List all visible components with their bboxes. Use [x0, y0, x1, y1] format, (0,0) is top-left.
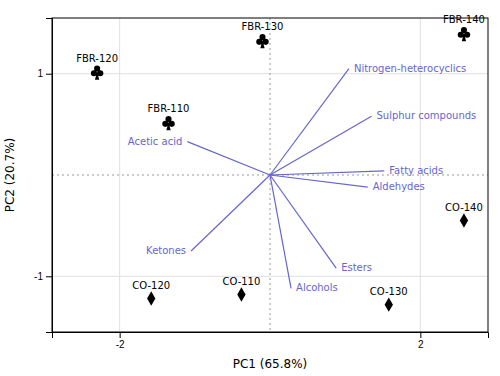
vector-label: Fatty acids [389, 165, 443, 176]
point [237, 287, 245, 301]
y-axis: -1 1 [34, 19, 52, 333]
vector [187, 142, 270, 175]
point [162, 116, 175, 130]
tick-mark [420, 332, 421, 338]
vector-label: Sulphur compounds [376, 110, 476, 121]
x-axis: -2 2 [53, 332, 489, 350]
tick-mark [46, 276, 52, 277]
point-label: FBR-120 [76, 53, 118, 64]
tick: 2 [418, 332, 424, 350]
tick-mark [46, 74, 52, 75]
point-label: FBR-110 [148, 103, 190, 114]
point-label: CO-110 [223, 276, 261, 287]
point [460, 213, 468, 227]
point-label: CO-130 [370, 286, 408, 297]
point-label: FBR-130 [242, 21, 284, 32]
point [147, 291, 155, 305]
y-axis-title: PC2 (20.7%) [3, 138, 17, 213]
x-axis-title: PC1 (65.8%) [233, 357, 308, 371]
axis-line [53, 333, 489, 339]
tick-mark [120, 332, 121, 338]
tick-label: 1 [37, 68, 43, 79]
tick-label: -1 [34, 271, 43, 282]
point-label: CO-140 [445, 202, 483, 213]
vector [270, 116, 371, 175]
vector-label: Ketones [146, 245, 186, 256]
chart: -2 2 -1 1 FBR-110 FBR-120 FBR-130 FBR-140 CO-110… [0, 0, 500, 376]
point [458, 27, 471, 41]
tick: -1 [34, 271, 52, 282]
marks [91, 27, 470, 312]
tick-label: 2 [418, 339, 424, 350]
vector [270, 175, 368, 187]
vector [270, 175, 336, 268]
point [256, 34, 269, 48]
grid [52, 18, 488, 332]
point [91, 65, 104, 79]
plot-frame [52, 18, 488, 332]
grid-line [52, 276, 488, 277]
point [385, 297, 393, 311]
tick: 1 [37, 68, 52, 79]
labels: FBR-110 FBR-120 FBR-130 FBR-140 CO-110 CO-120… [76, 14, 485, 296]
tick: -2 [116, 332, 125, 350]
grid-line [119, 18, 120, 332]
vector-label: Nitrogen-heterocyclics [354, 63, 466, 74]
vector-label: Alcohols [296, 282, 338, 293]
vector-label: Esters [341, 262, 372, 273]
vector-label: Aldehydes [373, 181, 425, 192]
plot: -2 2 -1 1 FBR-110 FBR-120 FBR-130 FBR-140 CO-110… [34, 14, 488, 350]
reference-lines [52, 18, 488, 332]
point-label: FBR-140 [443, 14, 485, 25]
vector-label: Acetic acid [128, 136, 182, 147]
vector [191, 175, 270, 251]
vector [270, 69, 349, 175]
vector [270, 175, 291, 288]
tick-label: -2 [116, 339, 125, 350]
vector [270, 171, 384, 175]
point-label: CO-120 [132, 280, 170, 291]
